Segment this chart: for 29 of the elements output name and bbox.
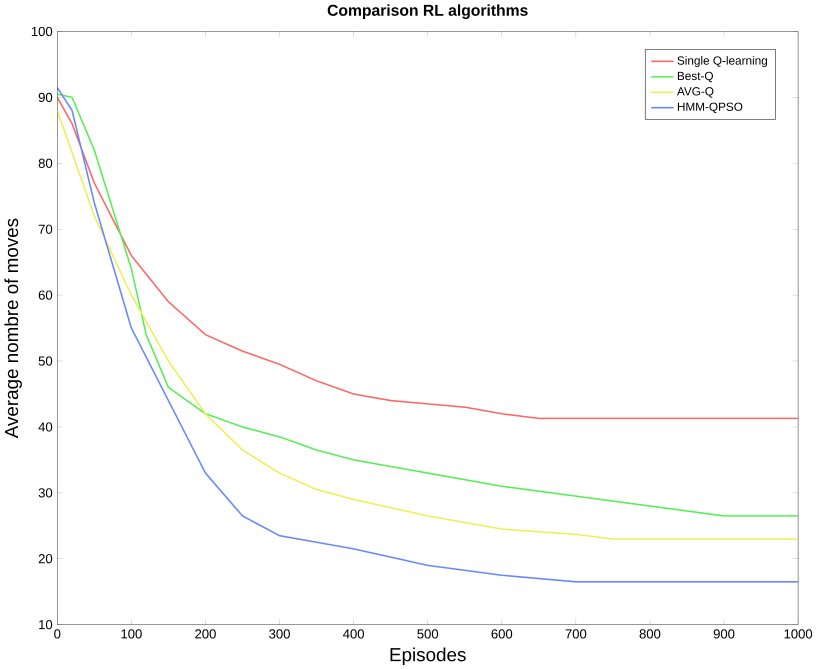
x-axis-title: Episodes — [390, 647, 466, 665]
y-tick-label: 50 — [38, 356, 52, 366]
x-tick-label: 1000 — [784, 629, 812, 638]
legend-label: HMM-QPSO — [678, 102, 742, 113]
chart-title: Comparison RL algorithms — [328, 4, 528, 19]
line-series — [57, 96, 798, 419]
legend-label: AVG-Q — [676, 86, 714, 98]
x-tick-label: 800 — [640, 629, 660, 638]
x-tick-label: 0 — [54, 629, 60, 638]
y-tick-label: 10 — [39, 620, 52, 630]
y-tick-label: 40 — [38, 422, 52, 432]
x-tick-label: 700 — [566, 629, 586, 638]
x-tick-label: 300 — [269, 629, 290, 638]
y-tick-label: 30 — [38, 488, 52, 498]
x-tick-label: 200 — [195, 629, 216, 638]
y-tick-label: 90 — [38, 92, 52, 102]
x-tick-label: 900 — [714, 629, 734, 638]
legend-label: Best-Q — [678, 72, 713, 82]
y-tick-label: 80 — [38, 158, 52, 168]
y-tick-label: 60 — [38, 290, 52, 300]
y-tick-label: 100 — [32, 26, 52, 36]
y-axis-title: Average nombre of moves — [4, 218, 22, 438]
y-tick-label: 20 — [38, 554, 52, 564]
x-tick-label: 400 — [343, 629, 364, 638]
x-tick-label: 500 — [417, 629, 438, 638]
x-tick-label: 600 — [492, 629, 512, 638]
legend-label: Single Q-learning — [677, 56, 767, 67]
x-tick-label: 100 — [121, 629, 142, 638]
y-tick-label: 70 — [38, 224, 52, 234]
